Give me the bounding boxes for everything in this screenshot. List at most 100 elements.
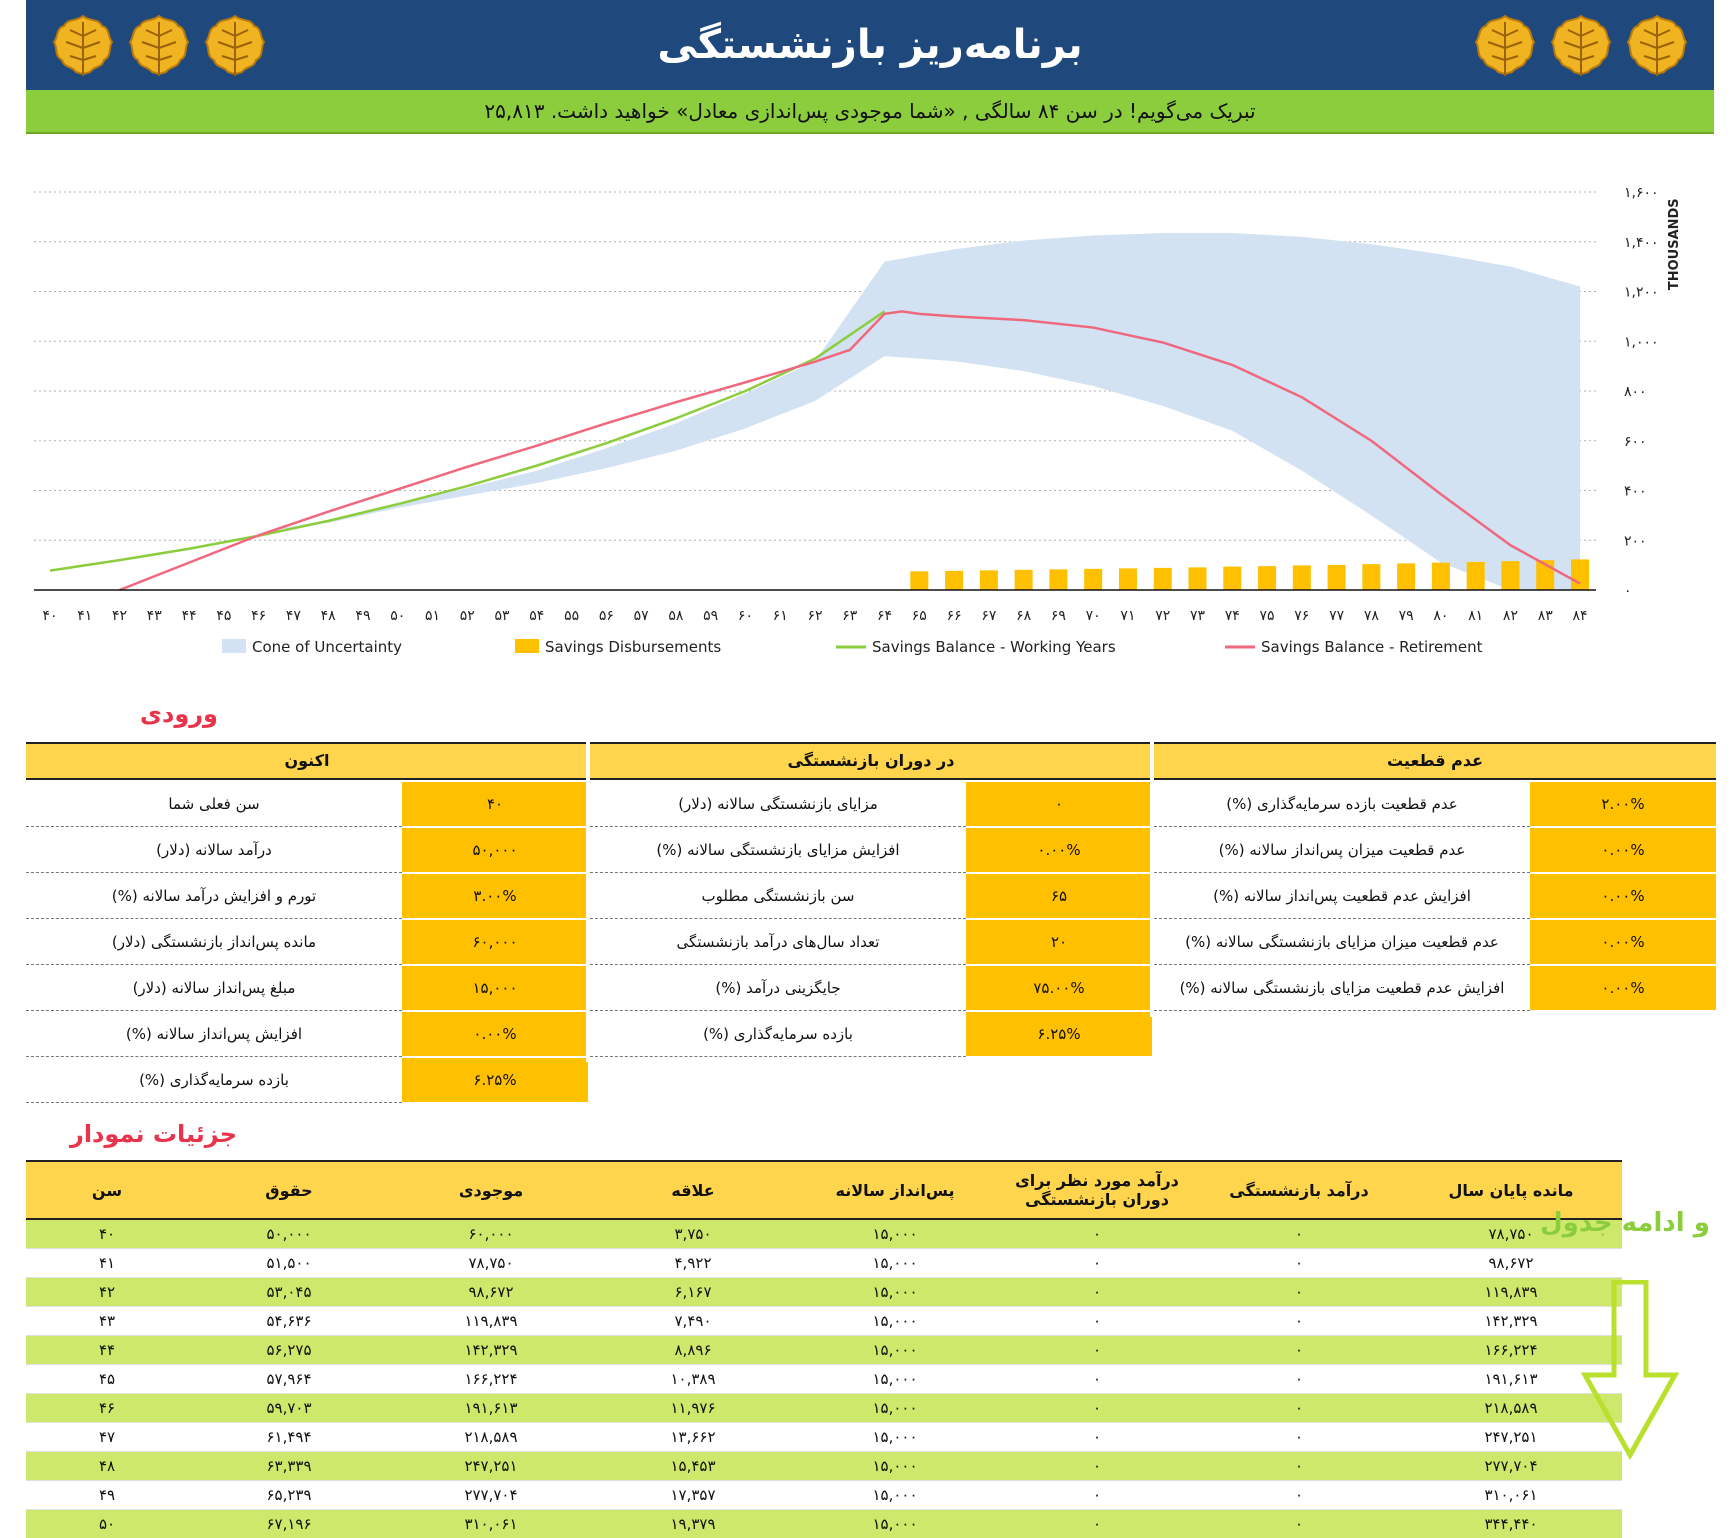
table-cell: ۵۶,۲۷۵ [188,1336,390,1365]
input-value-field[interactable]: ۶.۲۵% [402,1058,588,1102]
x-tick-label: ۷۱ [1120,608,1135,624]
page-title: برنامه‌ریز بازنشستگی [26,0,1714,90]
input-label: سن فعلی شما [26,782,402,827]
down-arrow-icon [1580,1280,1680,1460]
input-value-field[interactable]: ۰.۰۰% [1530,874,1716,918]
legend-entry: Cone of Uncertainty [252,638,402,656]
x-tick-label: ۵۱ [425,608,440,624]
table-cell: ۳۱۰,۰۶۱ [1400,1481,1622,1510]
column-header: حقوق [188,1161,390,1219]
input-value-field[interactable]: ۷۵.۰۰% [966,966,1152,1010]
disbursement-bar [1015,570,1033,590]
input-value-field[interactable]: ۱۵,۰۰۰ [402,966,588,1010]
input-value-field[interactable]: ۲.۰۰% [1530,782,1716,826]
table-cell: ۰ [996,1423,1198,1452]
disbursement-bar [1397,563,1415,590]
input-value-field[interactable]: ۴۰ [402,782,588,826]
y-tick-label: ۰ [1624,583,1632,599]
table-cell: ۰ [996,1394,1198,1423]
input-value-field[interactable]: ۰ [966,782,1152,826]
table-cell: ۰ [996,1219,1198,1249]
table-cell: ۰ [996,1336,1198,1365]
legend-swatch [515,639,539,653]
input-value-field[interactable]: ۶۵ [966,874,1152,918]
table-cell: ۰ [1198,1394,1400,1423]
table-cell: ۵۹,۷۰۳ [188,1394,390,1423]
x-tick-label: ۶۸ [1016,608,1032,624]
table-cell: ۲۴۷,۲۵۱ [390,1452,592,1481]
inputs-section-title: ورودی [140,700,218,728]
x-tick-label: ۸۴ [1572,608,1587,624]
table-cell: ۰ [996,1249,1198,1278]
y-tick-label: ۶۰۰ [1624,434,1647,450]
disbursement-bar [980,570,998,590]
input-value-field[interactable]: ۰.۰۰% [1530,920,1716,964]
x-tick-label: ۵۲ [460,608,475,624]
input-value-field[interactable]: ۰.۰۰% [1530,966,1716,1010]
y-tick-label: ۲۰۰ [1624,533,1647,549]
table-cell: ۶۵,۲۳۹ [188,1481,390,1510]
table-cell: ۴۴ [26,1336,188,1365]
x-tick-label: ۵۳ [495,608,511,624]
table-cell: ۶۳,۳۳۹ [188,1452,390,1481]
input-value-field[interactable]: ۰.۰۰% [966,828,1152,872]
table-cell: ۱۵,۰۰۰ [794,1365,996,1394]
input-value-field[interactable]: ۲۰ [966,920,1152,964]
table-cell: ۵۰,۰۰۰ [188,1219,390,1249]
table-cell: ۸,۸۹۶ [592,1336,794,1365]
table-cell: ۰ [1198,1452,1400,1481]
y-tick-label: ۱,۶۰۰ [1624,185,1659,201]
disbursement-bar [1328,565,1346,590]
table-cell: ۴۰ [26,1219,188,1249]
table-cell: ۴۶ [26,1394,188,1423]
x-tick-label: ۴۶ [251,608,266,624]
table-cell: ۱۴۲,۳۲۹ [390,1336,592,1365]
input-value-field[interactable]: ۶.۲۵% [966,1012,1152,1056]
table-cell: ۱۵,۴۵۳ [592,1452,794,1481]
table-cell: ۱۱,۹۷۶ [592,1394,794,1423]
input-label: افزایش عدم قطعیت پس‌انداز سالانه (%) [1154,874,1530,919]
y-tick-label: ۱,۰۰۰ [1624,334,1659,350]
input-label: جایگزینی درآمد (%) [590,966,966,1011]
table-cell: ۱۵,۰۰۰ [794,1307,996,1336]
table-cell: ۰ [996,1307,1198,1336]
table-cell: ۰ [1198,1423,1400,1452]
x-tick-label: ۵۵ [564,608,579,624]
x-tick-label: ۸۱ [1468,608,1483,624]
table-cell: ۰ [1198,1481,1400,1510]
table-cell: ۹۸,۶۷۲ [1400,1249,1622,1278]
input-label: تورم و افزایش درآمد سالانه (%) [26,874,402,919]
disbursement-bar [1258,566,1276,590]
table-cell: ۴۹ [26,1481,188,1510]
input-label: عدم قطعیت میزان مزایای بازنشستگی سالانه … [1154,920,1530,965]
x-tick-label: ۷۰ [1086,608,1101,624]
input-value-field[interactable]: ۵۰,۰۰۰ [402,828,588,872]
disbursement-bar [1223,567,1241,590]
table-cell: ۰ [1198,1249,1400,1278]
input-value-field[interactable]: ۶۰,۰۰۰ [402,920,588,964]
disbursement-bar [1362,564,1380,590]
x-tick-label: ۴۴ [182,608,197,624]
table-cell: ۰ [996,1452,1198,1481]
x-tick-label: ۷۵ [1260,608,1275,624]
x-tick-label: ۷۲ [1155,608,1170,624]
input-value-field[interactable]: ۰.۰۰% [1530,828,1716,872]
x-tick-label: ۷۹ [1399,608,1414,624]
disbursement-bar [1084,569,1102,590]
x-tick-label: ۸۰ [1433,608,1448,624]
input-value-field[interactable]: ۰.۰۰% [402,1012,588,1056]
input-label: افزایش مزایای بازنشستگی سالانه (%) [590,828,966,873]
table-cell: ۱۵,۰۰۰ [794,1481,996,1510]
table-cell: ۱۰,۳۸۹ [592,1365,794,1394]
x-tick-label: ۷۶ [1294,608,1309,624]
x-tick-label: ۷۳ [1190,608,1206,624]
input-value-field[interactable]: ۳.۰۰% [402,874,588,918]
disbursement-bar [1119,568,1137,590]
legend-entry: Savings Disbursements [545,638,721,656]
